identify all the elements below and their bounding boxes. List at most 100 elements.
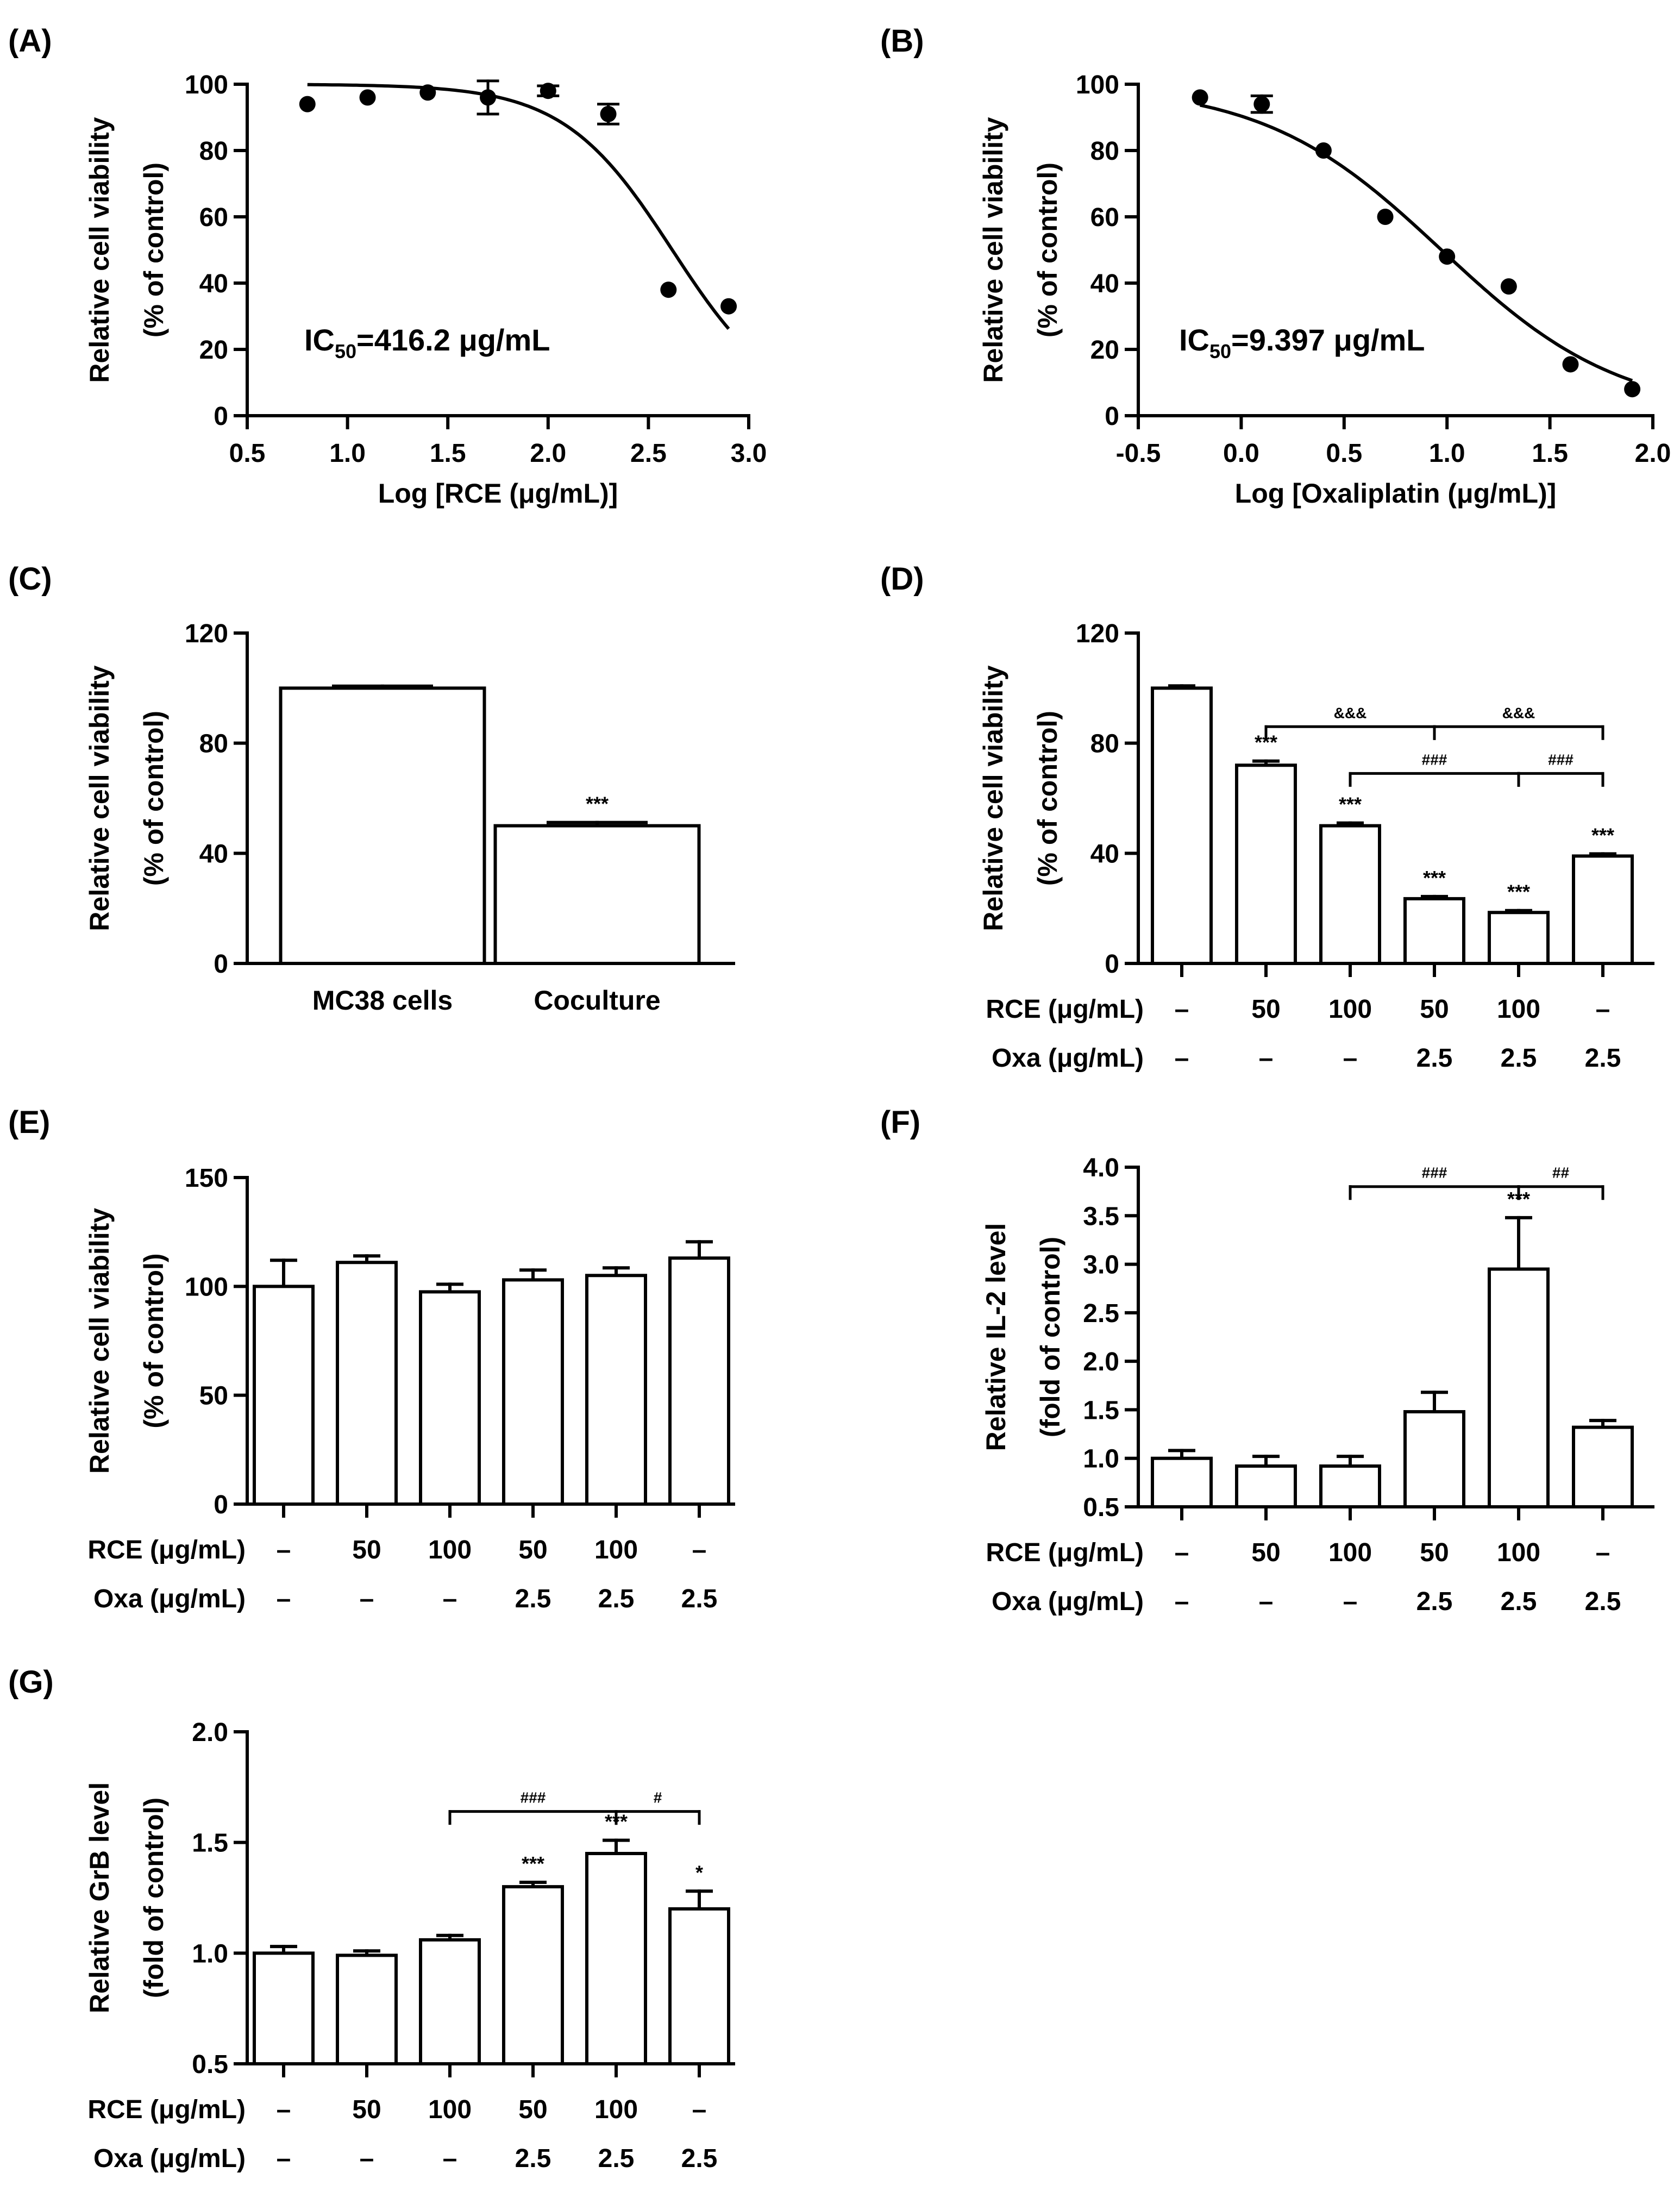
- condition-row-label-rce: RCE (μg/mL): [986, 995, 1144, 1024]
- condition-rce-value: 50: [518, 2095, 547, 2124]
- y-axis-title: Relative cell viability: [84, 665, 115, 931]
- condition-oxa-value: 2.5: [681, 2144, 718, 2173]
- bar: [421, 1292, 479, 1504]
- condition-oxa-value: –: [360, 2144, 374, 2173]
- x-tick-label: 0.5: [229, 439, 266, 468]
- y-tick-label: 150: [185, 1164, 228, 1193]
- x-tick-label: 0.5: [1326, 439, 1362, 468]
- bar: [1489, 1269, 1548, 1507]
- significance-stars: ***: [1591, 824, 1614, 846]
- fit-curve: [308, 85, 729, 329]
- data-point: [1315, 142, 1332, 159]
- panel-c: (C) 0 40 80 120 Relative cell viability (% of …: [8, 561, 734, 1016]
- ic50-subscript: 50: [1209, 340, 1231, 362]
- y-axis-subtitle: (% of control): [139, 162, 169, 337]
- condition-rce-value: 50: [1420, 995, 1449, 1024]
- condition-row-label-rce: RCE (μg/mL): [87, 2095, 246, 2124]
- ic50-subscript: 50: [335, 340, 356, 362]
- condition-oxa-value: 2.5: [598, 2144, 635, 2173]
- condition-rce-value: 100: [594, 1536, 638, 1564]
- data-point: [359, 89, 376, 106]
- data-point: [1253, 96, 1270, 112]
- panel-d: (D) 0 40 80 120 Relative cell viability (% of …: [880, 561, 1653, 1073]
- panel-label: (D): [880, 561, 924, 597]
- y-tick-label: 80: [1090, 137, 1119, 166]
- y-tick-label: 2.0: [192, 1718, 228, 1747]
- condition-rce-value: 50: [518, 1536, 547, 1564]
- panel-e: (E) 0 50 100 150 Relative cell viability (% of…: [8, 1105, 734, 1613]
- condition-oxa-value: 2.5: [1585, 1044, 1621, 1073]
- condition-oxa-value: –: [277, 2144, 291, 2173]
- x-tick-label: 1.0: [1429, 439, 1465, 468]
- y-tick-label: 20: [199, 336, 228, 365]
- data-point: [540, 83, 556, 99]
- y-tick-label: 3.5: [1083, 1202, 1119, 1231]
- data-point: [720, 298, 737, 315]
- y-tick-label: 100: [185, 71, 228, 99]
- panel-a: (A) 0 20 40 60 80 100 Relative cell viability (%…: [8, 23, 767, 509]
- bar: [587, 1275, 645, 1504]
- bar: [337, 1955, 396, 2064]
- bar: [1321, 826, 1380, 963]
- x-category-label: Coculture: [534, 985, 660, 1016]
- x-axis-title: Log [RCE (μg/mL)]: [378, 478, 618, 509]
- y-tick-label: 1.5: [192, 1829, 228, 1858]
- condition-row-label-oxa: Oxa (μg/mL): [992, 1587, 1144, 1616]
- condition-rce-value: –: [692, 1536, 707, 1564]
- data-point: [1562, 356, 1579, 373]
- y-axis-subtitle: (fold of control): [1035, 1237, 1065, 1437]
- condition-oxa-value: –: [1175, 1044, 1189, 1073]
- panel-label: (A): [8, 23, 52, 59]
- y-tick-label: 60: [199, 203, 228, 232]
- bar: [1152, 688, 1211, 963]
- panel-g: (G) 0.5 1.0 1.5 2.0 Relative GrB level (fold o…: [8, 1664, 734, 2173]
- bar: [337, 1262, 396, 1504]
- x-tick-label: 2.5: [630, 439, 667, 468]
- panel-f: (F) 0.5 1.0 1.5 2.0 2.5 3.0 3.5 4.0 Relative IL-2…: [880, 1105, 1653, 1616]
- bracket-label: ###: [1422, 751, 1447, 768]
- y-tick-label: 40: [1090, 270, 1119, 298]
- condition-rce-value: 50: [1420, 1538, 1449, 1567]
- condition-oxa-value: 2.5: [1501, 1044, 1537, 1073]
- y-axis-title: Relative cell viability: [84, 1208, 115, 1474]
- bar: [504, 1280, 562, 1504]
- condition-oxa-value: 2.5: [598, 1585, 635, 1613]
- bar: [1405, 899, 1464, 963]
- data-point: [600, 105, 617, 122]
- condition-rce-value: 100: [1328, 1538, 1372, 1567]
- data-point: [299, 96, 316, 112]
- condition-rce-value: –: [1175, 1538, 1189, 1567]
- bar: [254, 1953, 313, 2064]
- condition-rce-value: 50: [1251, 1538, 1280, 1567]
- panel-label: (C): [8, 561, 52, 597]
- bracket-label: &&&: [1334, 704, 1367, 721]
- condition-row-label-rce: RCE (μg/mL): [986, 1538, 1144, 1567]
- y-tick-label: 0: [214, 1491, 228, 1519]
- y-axis-subtitle: (% of control): [139, 1253, 169, 1428]
- y-axis-title: Relative IL-2 level: [981, 1223, 1011, 1451]
- condition-oxa-value: 2.5: [681, 1585, 718, 1613]
- y-axis-title: Relative cell viability: [978, 665, 1008, 931]
- y-axis-subtitle: (% of control): [1032, 162, 1063, 337]
- y-tick-label: 20: [1090, 336, 1119, 365]
- condition-rce-value: 100: [1328, 995, 1372, 1024]
- condition-rce-value: 100: [1497, 1538, 1540, 1567]
- data-point: [1192, 89, 1208, 106]
- condition-rce-value: –: [277, 2095, 291, 2124]
- condition-row-label-oxa: Oxa (μg/mL): [93, 2144, 246, 2173]
- condition-oxa-value: 2.5: [1585, 1587, 1621, 1616]
- x-tick-label: 1.5: [1532, 439, 1568, 468]
- y-tick-label: 0.5: [192, 2050, 228, 2079]
- y-axis-subtitle: (% of control): [1032, 711, 1063, 886]
- y-tick-label: 120: [1076, 619, 1119, 648]
- y-tick-label: 120: [185, 619, 228, 648]
- condition-oxa-value: –: [1343, 1587, 1358, 1616]
- condition-oxa-value: –: [1259, 1587, 1274, 1616]
- condition-row-label-rce: RCE (μg/mL): [87, 1536, 246, 1564]
- significance-stars: ***: [1423, 867, 1446, 889]
- y-tick-label: 1.5: [1083, 1396, 1119, 1425]
- ic50-prefix: IC: [1179, 323, 1209, 357]
- data-point: [1624, 381, 1641, 398]
- y-tick-label: 80: [1090, 730, 1119, 759]
